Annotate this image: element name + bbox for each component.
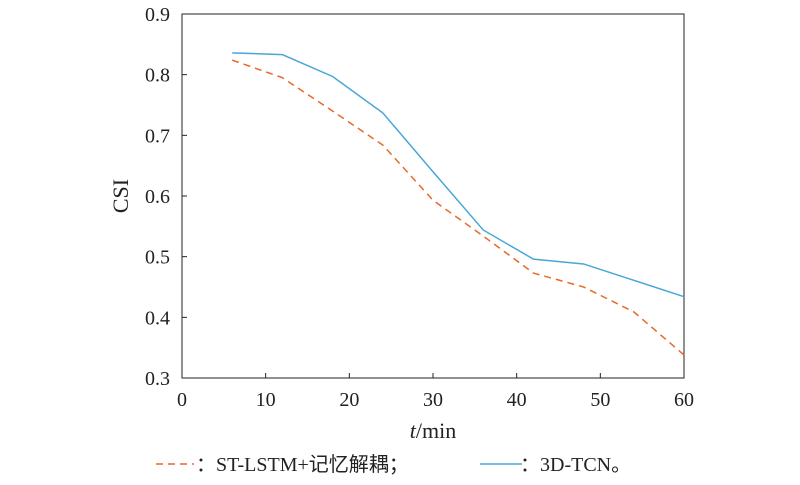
- y-tick-label: 0.3: [145, 368, 170, 390]
- legend: ：ST-LSTM+记忆解耦； ：3D-TCN。: [156, 453, 631, 476]
- series-line-0: [232, 60, 684, 355]
- y-axis-label: CSI: [108, 179, 133, 213]
- x-tick-label: 50: [590, 389, 610, 411]
- x-tick-label: 60: [674, 389, 694, 411]
- x-tick-label: 0: [177, 389, 187, 411]
- x-tick-label: 20: [339, 389, 359, 411]
- y-tick-label: 0.8: [145, 65, 170, 87]
- x-tick-label: 40: [507, 389, 527, 411]
- x-tick-label: 30: [423, 389, 443, 411]
- series-lines: [232, 53, 684, 355]
- x-axis-label: t/min: [410, 418, 456, 443]
- legend-label-3d-tcn: ：3D-TCN。: [520, 454, 631, 476]
- y-tick-label: 0.4: [145, 307, 170, 329]
- x-axis: 0 10 20 30 40 50 60: [177, 373, 694, 411]
- y-tick-label: 0.6: [145, 186, 170, 208]
- legend-label-st-lstm: ：ST-LSTM+记忆解耦；: [196, 453, 409, 476]
- y-tick-label: 0.5: [145, 247, 170, 269]
- x-tick-label: 10: [256, 389, 276, 411]
- x-axis-label-unit: /min: [416, 418, 456, 443]
- y-axis: 0.3 0.4 0.5 0.6 0.7 0.8 0.9: [145, 4, 187, 390]
- y-tick-label: 0.9: [145, 4, 170, 26]
- y-tick-label: 0.7: [145, 125, 170, 147]
